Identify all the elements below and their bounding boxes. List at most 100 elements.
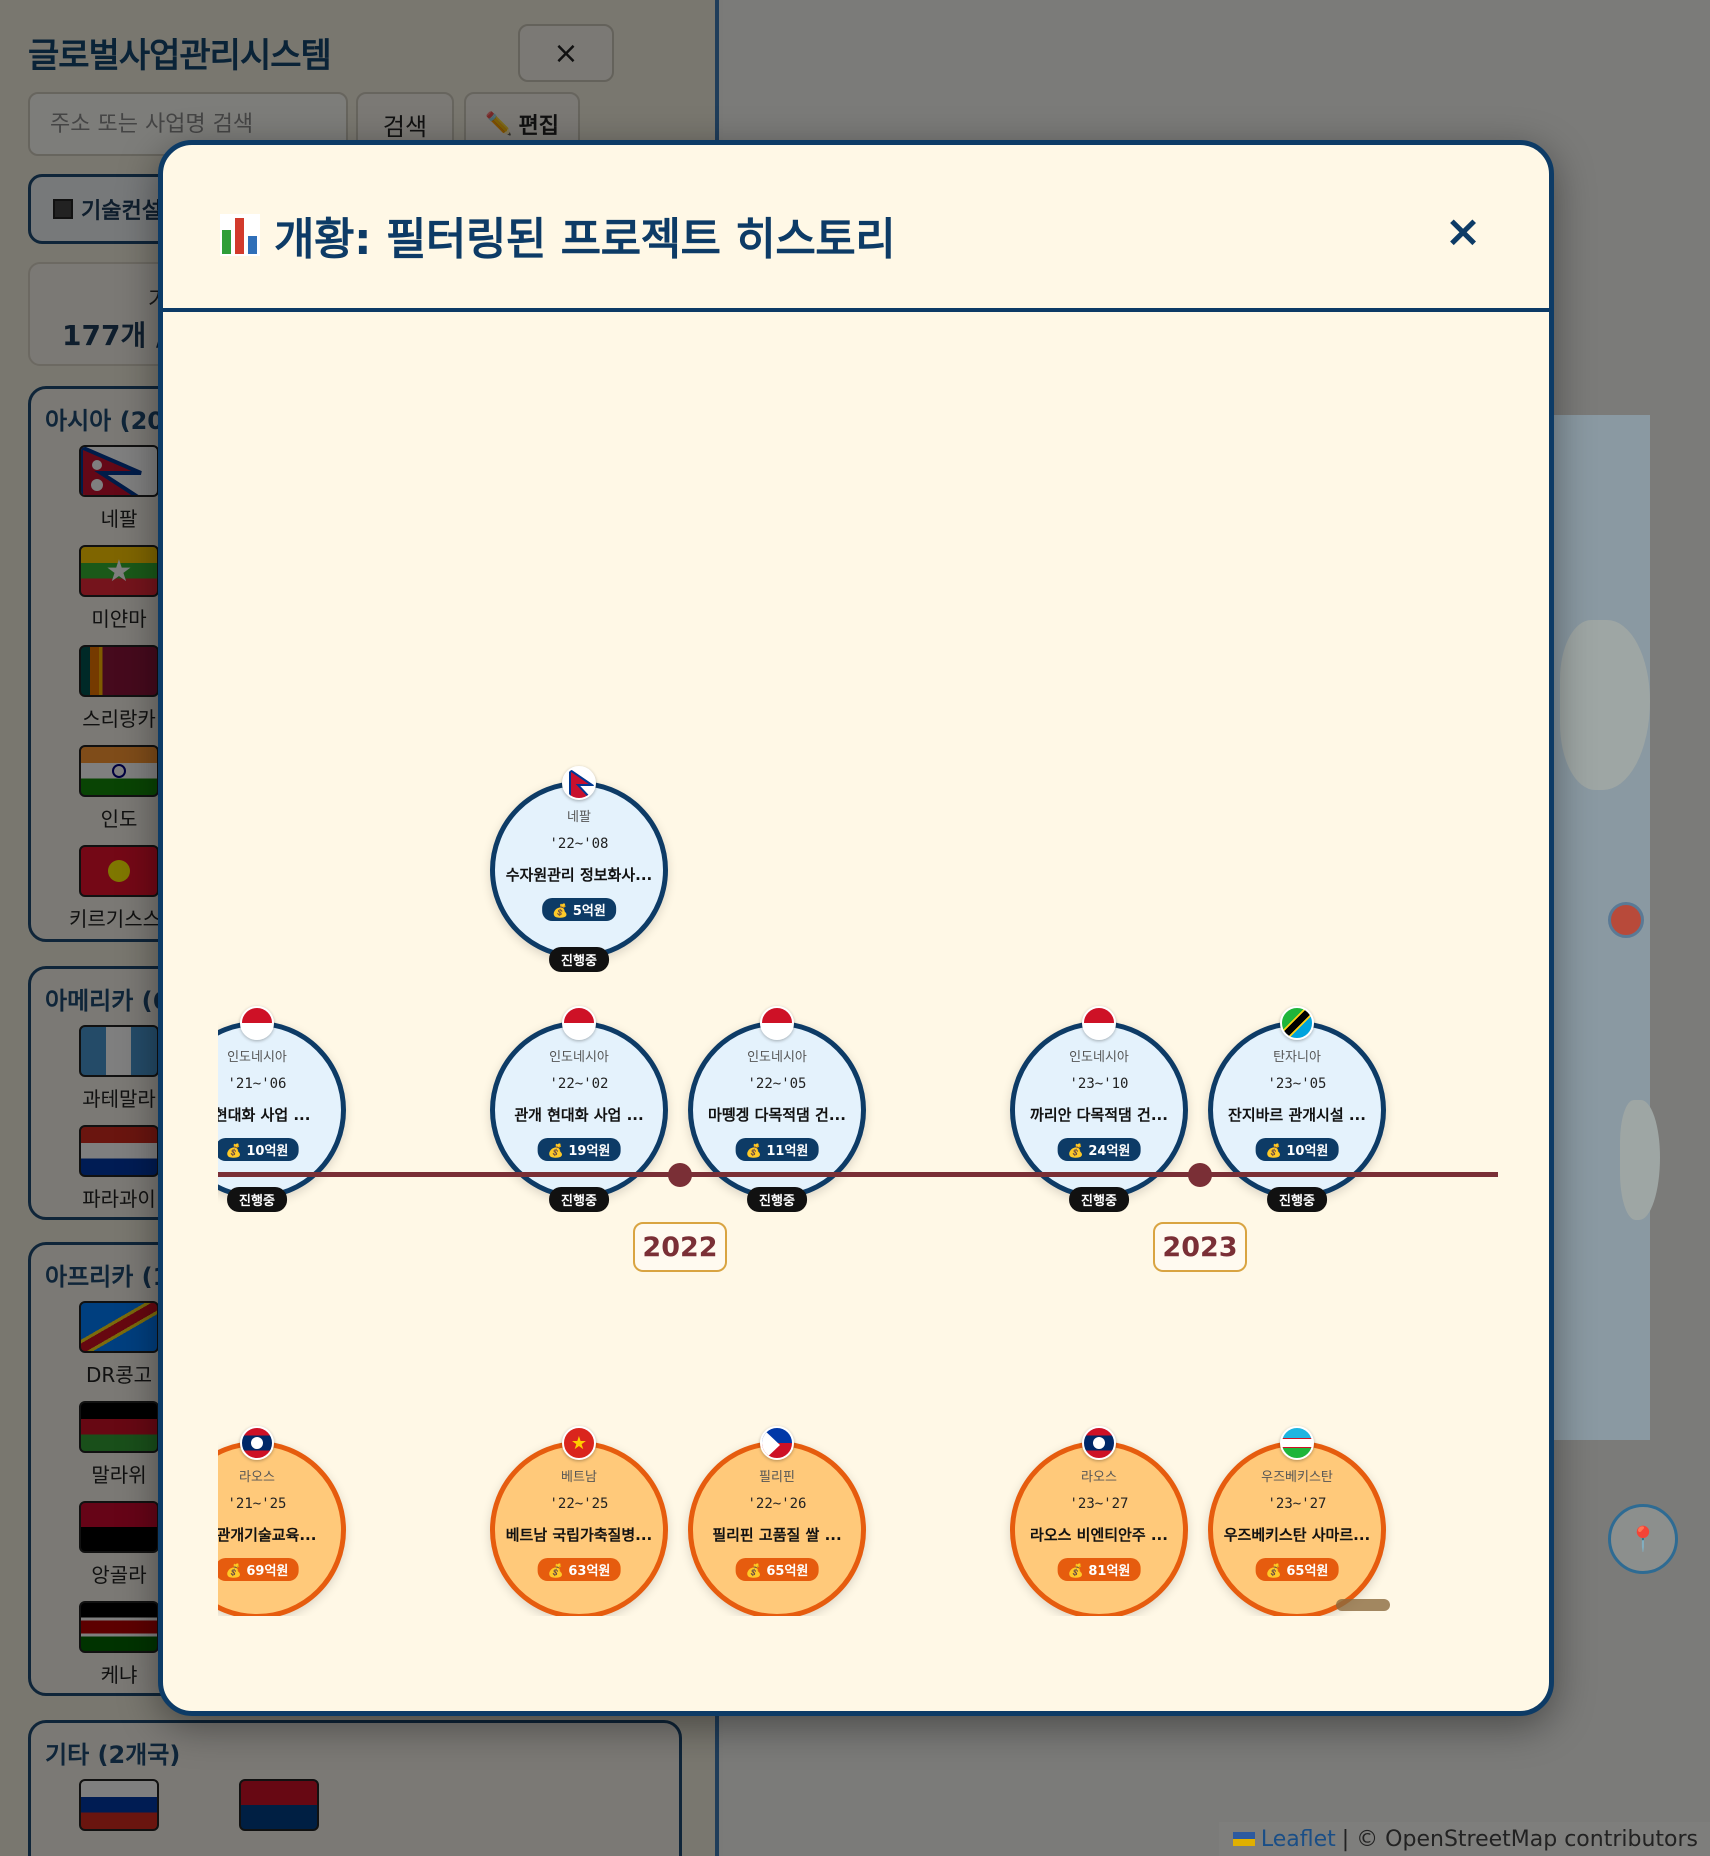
country-name: 파라과이 (82, 1187, 156, 1211)
project-budget: 💰 10억원 (1255, 1138, 1339, 1161)
country-name: 인도 (100, 807, 138, 831)
project-period: '22~'08 (549, 836, 609, 852)
project-status: 진행중 (549, 1187, 609, 1212)
drcongo-flag-icon (79, 1301, 159, 1353)
project-bubble-ongoing[interactable]: 인도네시아 '23~'10 까리안 다목적댐 건... 💰 24억원 진행중 (1010, 1006, 1188, 1212)
country-name: 키르기스스탄 (69, 907, 180, 931)
tanzania-flag-icon (1280, 1006, 1314, 1040)
project-budget: 💰 69억원 (218, 1558, 299, 1581)
filter-chip-label: 기술컨설 (81, 199, 162, 224)
project-bubble-other[interactable]: ★ 베트남 '22~'25 베트남 국립가축질병... 💰 63억원 (490, 1426, 668, 1616)
project-budget: 💰 19억원 (537, 1138, 621, 1161)
project-bubble-other[interactable]: 우즈베키스탄 '23~'27 우즈베키스탄 사마르... 💰 65억원 (1208, 1426, 1386, 1616)
project-country: 인도네시아 (747, 1050, 807, 1065)
region-title: 아메리카 (6 (45, 987, 170, 1015)
myanmar-flag-icon: ★ (79, 545, 159, 597)
project-budget-value: 11억원 (766, 1144, 809, 1159)
project-timeline[interactable]: 네팔 '22~'08 수자원관리 정보화사... 💰 5억원 진행중 인도네시아… (218, 316, 1498, 1616)
project-period: '22~'02 (549, 1076, 609, 1092)
project-status: 진행중 (227, 1187, 287, 1212)
country-angola[interactable]: 앙골라 (69, 1501, 169, 1588)
project-country: 인도네시아 (227, 1050, 287, 1065)
project-bubble-ongoing[interactable]: 네팔 '22~'08 수자원관리 정보화사... 💰 5억원 진행중 (490, 766, 668, 972)
country-india[interactable]: 인도 (69, 745, 169, 832)
kiribati-flag-icon (239, 1779, 319, 1831)
money-bag-icon: 💰 (225, 1144, 242, 1159)
money-bag-icon: 💰 (547, 1564, 564, 1579)
project-budget-value: 10억원 (1286, 1144, 1329, 1159)
year-marker-2023[interactable] (1188, 1163, 1212, 1187)
project-bubble-ongoing[interactable]: 인도네시아 '22~'05 마뗑겡 다목적댐 건... 💰 11억원 진행중 (688, 1006, 866, 1212)
laos-flag-icon (1082, 1426, 1116, 1460)
country-malawi[interactable]: 말라위 (69, 1401, 169, 1488)
map-attribution: Leaflet | © OpenStreetMap contributors (1218, 1822, 1710, 1856)
pencil-icon: ✏️ (485, 111, 513, 137)
osm-attribution: | © OpenStreetMap contributors (1341, 1826, 1698, 1852)
modal-title: 개황: 필터링된 프로젝트 히스토리 (220, 203, 896, 267)
country-guatemala[interactable]: 과테말라 (69, 1025, 169, 1112)
year-marker-2022[interactable] (668, 1163, 692, 1187)
country-drcongo[interactable]: DR콩고 (69, 1301, 169, 1388)
project-budget: 💰 63억원 (537, 1558, 621, 1581)
region-other: 기타 (2개국) (28, 1720, 682, 1856)
modal-close-button[interactable]: × (1444, 205, 1482, 257)
angola-flag-icon (79, 1501, 159, 1553)
srilanka-flag-icon (79, 645, 159, 697)
location-button[interactable]: 📍 (1608, 1504, 1678, 1574)
russia-flag-icon (79, 1779, 159, 1831)
timeline-axis (218, 1172, 1498, 1177)
country-kiribati[interactable] (229, 1779, 329, 1831)
project-bubble-other[interactable]: 라오스 '21~'25 스 관개기술교육... 💰 69억원 (218, 1426, 346, 1616)
project-bubble-other[interactable]: 라오스 '23~'27 라오스 비엔티안주 ... 💰 81억원 (1010, 1426, 1188, 1616)
country-myanmar[interactable]: ★ 미얀마 (69, 545, 169, 632)
map-marker[interactable] (1608, 902, 1644, 938)
kyrgyzstan-flag-icon (79, 845, 159, 897)
project-name: 까리안 다목적댐 건... (1030, 1106, 1168, 1124)
country-kyrgyzstan[interactable]: 키르기스스탄 (69, 845, 180, 932)
project-name: l 현대화 사업 ... (218, 1106, 311, 1124)
money-bag-icon: 💰 (547, 1144, 564, 1159)
country-nepal[interactable]: 네팔 (69, 445, 169, 532)
map-pin-icon: 📍 (1628, 1525, 1658, 1553)
timeline-scrollbar[interactable] (1336, 1599, 1390, 1611)
country-srilanka[interactable]: 스리랑카 (69, 645, 169, 732)
guatemala-flag-icon (79, 1025, 159, 1077)
country-kenya[interactable]: 케냐 (69, 1601, 169, 1688)
map-land (1620, 1100, 1660, 1220)
country-paraguay[interactable]: 파라과이 (69, 1125, 169, 1212)
ukraine-flag-icon (1232, 1832, 1255, 1846)
country-name: 네팔 (100, 507, 138, 531)
project-bubble-other[interactable]: 필리핀 '22~'26 필리핀 고품질 쌀 ... 💰 65억원 (688, 1426, 866, 1616)
sidebar-close-button[interactable]: × (518, 24, 614, 82)
year-label-2022: 2022 (633, 1222, 727, 1272)
project-bubble-ongoing[interactable]: 인도네시아 '22~'02 관개 현대화 사업 ... 💰 19억원 진행중 (490, 1006, 668, 1212)
project-status: 진행중 (1069, 1187, 1129, 1212)
project-budget-value: 65억원 (766, 1564, 809, 1579)
country-russia[interactable] (69, 1779, 169, 1831)
project-bubble-ongoing[interactable]: 탄자니아 '23~'05 잔지바르 관개시설 ... 💰 10억원 진행중 (1208, 1006, 1386, 1212)
project-name: 베트남 국립가축질병... (505, 1526, 653, 1544)
money-bag-icon: 💰 (1067, 1144, 1084, 1159)
leaflet-link[interactable]: Leaflet (1260, 1826, 1336, 1852)
project-period: '21~'06 (227, 1076, 287, 1092)
country-name: 말라위 (91, 1463, 147, 1487)
country-name: 과테말라 (82, 1087, 156, 1111)
project-country: 필리핀 (759, 1470, 795, 1485)
building-icon (53, 199, 73, 219)
country-name: 앙골라 (91, 1563, 147, 1587)
project-budget-value: 69억원 (246, 1564, 289, 1579)
project-period: '23~'10 (1069, 1076, 1129, 1092)
project-budget-value: 63억원 (568, 1564, 611, 1579)
region-title: 기타 (2개국) (45, 1741, 181, 1769)
indonesia-flag-icon (1082, 1006, 1116, 1040)
project-status: 진행중 (1267, 1187, 1327, 1212)
vietnam-flag-icon: ★ (562, 1426, 596, 1460)
project-name: 관개 현대화 사업 ... (514, 1106, 644, 1124)
region-title: 아시아 (20 (45, 407, 164, 435)
money-bag-icon: 💰 (552, 904, 569, 919)
project-country: 우즈베키스탄 (1261, 1470, 1333, 1485)
country-name: 스리랑카 (82, 707, 156, 731)
money-bag-icon: 💰 (1265, 1564, 1282, 1579)
modal-title-text: 개황: 필터링된 프로젝트 히스토리 (274, 214, 896, 265)
project-budget: 💰 10억원 (218, 1138, 299, 1161)
